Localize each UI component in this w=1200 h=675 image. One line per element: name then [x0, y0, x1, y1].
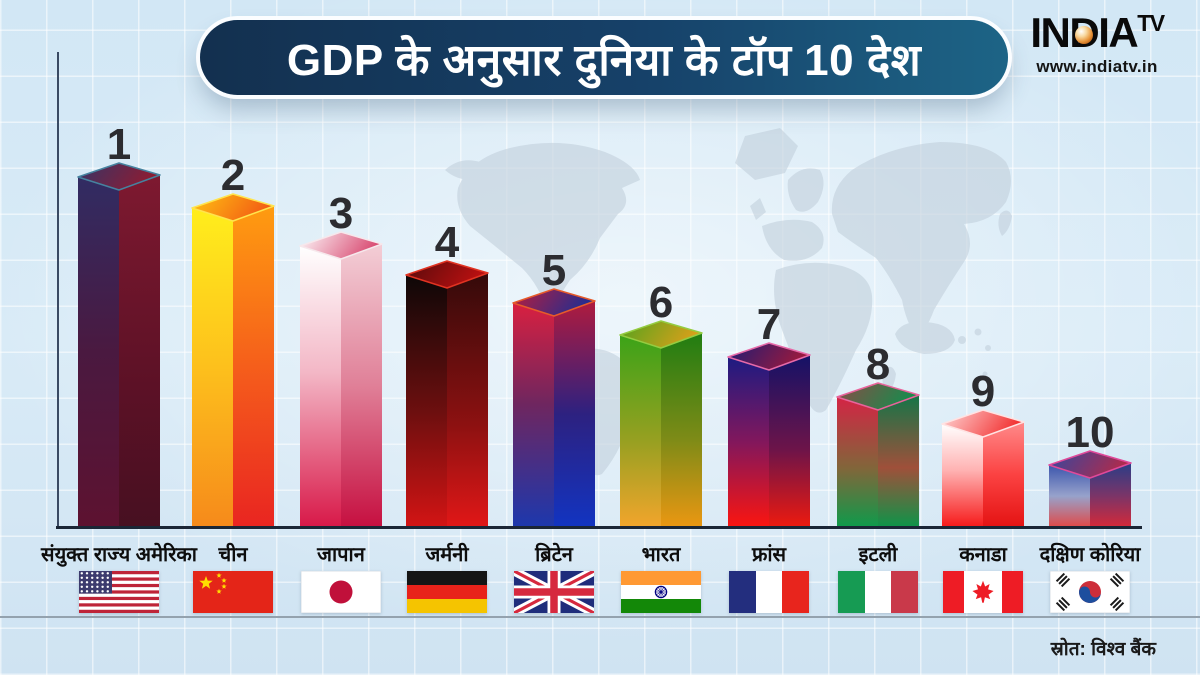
bar-france — [727, 342, 811, 527]
x-axis-baseline — [56, 526, 1142, 529]
chart-title-banner: GDP के अनुसार दुनिया के टॉप 10 देश — [200, 20, 1008, 95]
source-note: स्रोत: विश्व बैंक — [1050, 639, 1156, 660]
country-label-canada: कनाडा — [959, 544, 1007, 566]
country-label-india: भारत — [641, 544, 681, 566]
rank-label-10: 10 — [1065, 408, 1115, 457]
rank-label-8: 8 — [865, 340, 891, 389]
bar-italy — [836, 382, 920, 527]
indiatv-logo-wordmark: INDIATV — [1008, 12, 1186, 54]
country-label-france: फ्रांस — [751, 544, 787, 566]
flag-italy — [838, 571, 918, 613]
flag-france — [729, 571, 809, 613]
globe-icon — [1075, 25, 1094, 44]
bar-korea — [1048, 450, 1132, 527]
bar-canada — [941, 409, 1025, 527]
bar-usa — [77, 162, 161, 527]
flag-uk — [514, 571, 594, 613]
rank-label-5: 5 — [541, 246, 567, 295]
rank-label-6: 6 — [648, 278, 674, 327]
flag-germany — [407, 571, 487, 613]
logo-text-in: IN — [1030, 9, 1071, 56]
rank-label-3: 3 — [328, 189, 354, 238]
bar-india — [619, 320, 703, 527]
country-label-germany: जर्मनी — [425, 544, 469, 566]
rank-label-1: 1 — [106, 120, 132, 169]
flag-india — [621, 571, 701, 613]
bar-japan — [299, 231, 383, 527]
country-label-korea: दक्षिण कोरिया — [1039, 544, 1141, 566]
flag-china — [193, 571, 273, 613]
country-label-uk: ब्रिटेन — [535, 544, 573, 566]
indiatv-logo: INDIATV www.indiatv.in — [1008, 12, 1186, 77]
rank-label-4: 4 — [434, 218, 460, 267]
logo-website: www.indiatv.in — [1036, 57, 1158, 76]
country-label-china: चीन — [218, 544, 248, 566]
flag-japan — [301, 571, 381, 613]
bar-uk — [512, 288, 596, 527]
rank-label-9: 9 — [970, 367, 996, 416]
y-axis-line — [57, 52, 59, 527]
rank-label-2: 2 — [220, 151, 246, 200]
logo-text-tv: TV — [1137, 10, 1165, 36]
flag-korea — [1050, 571, 1130, 613]
chart-title: GDP के अनुसार दुनिया के टॉप 10 देश — [286, 35, 922, 85]
country-label-italy: इटली — [858, 544, 898, 566]
logo-letter-d: D — [1069, 12, 1099, 54]
logo-text-ia: IA — [1098, 9, 1139, 56]
bar-germany — [405, 260, 489, 527]
rank-label-7: 7 — [756, 300, 782, 349]
footer-divider-line — [0, 616, 1200, 618]
flag-canada — [943, 571, 1023, 613]
country-label-usa: संयुक्त राज्य अमेरिका — [41, 544, 197, 566]
country-label-japan: जापान — [317, 544, 365, 566]
flag-usa — [79, 571, 159, 613]
bar-china — [191, 193, 275, 527]
